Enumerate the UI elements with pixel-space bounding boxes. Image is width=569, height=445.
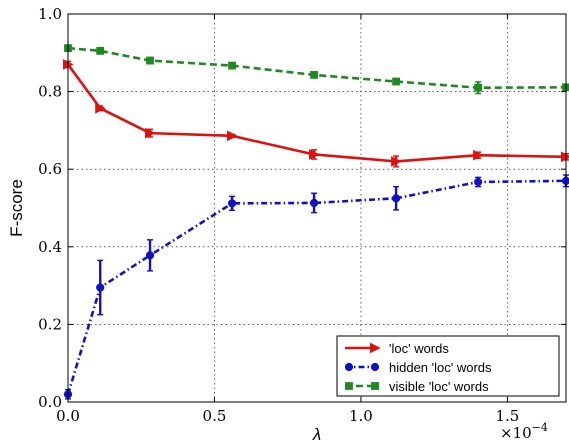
data-point (227, 199, 237, 208)
ticks: 0.0 0.5 1.0 1.5 0.0 0.2 0.4 0.6 0.8 1.0 (38, 5, 566, 425)
x-tick-label: 1.5 (495, 407, 519, 425)
data-point (96, 283, 105, 292)
series-line (67, 46, 567, 90)
x-axis-label: λ (312, 425, 321, 444)
legend-entry-3: visible 'loc' words (345, 379, 489, 394)
data-point (473, 149, 484, 161)
legend-marker (370, 362, 380, 372)
data-point (309, 198, 319, 208)
data-point (391, 194, 401, 203)
series-1 (63, 59, 569, 168)
x-tick-label: 0.5 (203, 407, 227, 425)
data-point (474, 83, 483, 92)
y-axis-label: F-score (7, 179, 26, 237)
y-tick-label: 1.0 (38, 5, 62, 23)
legend-label: hidden 'loc' words (389, 360, 492, 375)
y-tick-label: 0.6 (38, 160, 62, 178)
data-point (392, 77, 400, 86)
data-point (146, 56, 154, 65)
legend-label: visible 'loc' words (389, 379, 489, 394)
data-point (227, 130, 238, 142)
legend-label: 'loc' words (389, 341, 449, 356)
y-tick-label: 0.2 (38, 315, 62, 333)
x-axis-multiplier-base: ×10 (500, 424, 532, 442)
legend-marker (344, 362, 354, 372)
grid (68, 14, 566, 402)
series-line (66, 179, 567, 395)
legend-marker (370, 342, 381, 354)
x-axis-multiplier: ×10−4 (500, 421, 548, 442)
legend-marker (345, 382, 353, 390)
data-point (228, 61, 236, 70)
y-tick-label: 0.0 (38, 393, 62, 411)
data-point (145, 251, 155, 260)
data-point (474, 177, 483, 187)
plot-frame (67, 13, 567, 403)
legend-marker (371, 382, 379, 390)
data-point (95, 102, 106, 114)
x-axis-multiplier-exponent: −4 (532, 421, 548, 434)
x-tick-label: 1.0 (349, 407, 373, 425)
legend: 'loc' words hidden 'loc' words visible 'lo… (336, 335, 560, 397)
x-tick-label: 0.0 (56, 407, 80, 425)
data-point (96, 46, 105, 55)
y-tick-label: 0.8 (38, 83, 62, 101)
legend-entry-1: 'loc' words (345, 341, 449, 356)
data-point (145, 127, 156, 139)
legend-entry-2: hidden 'loc' words (344, 360, 492, 375)
series-line (66, 63, 567, 163)
y-tick-label: 0.4 (38, 238, 62, 256)
data-point (391, 156, 402, 167)
data-point (309, 149, 320, 160)
data-point (310, 71, 318, 79)
